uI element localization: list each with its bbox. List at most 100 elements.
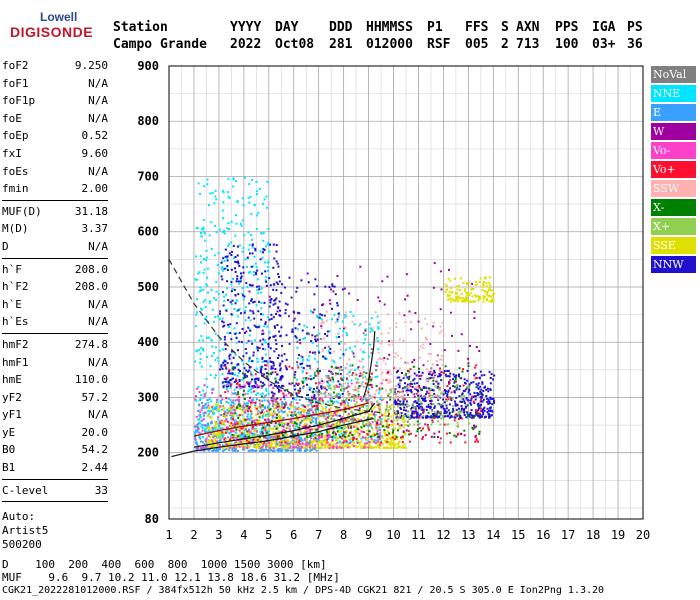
echo-point-1 bbox=[250, 391, 253, 394]
echo-point-11 bbox=[420, 374, 423, 377]
echo-point-0 bbox=[290, 401, 293, 403]
echo-point-5 bbox=[454, 402, 457, 405]
echo-point-1 bbox=[252, 399, 255, 401]
echo-point-6 bbox=[220, 405, 223, 408]
echo-point-2 bbox=[379, 396, 382, 399]
echo-point-7 bbox=[492, 294, 495, 297]
echo-point-12 bbox=[342, 325, 345, 328]
echo-point-6 bbox=[276, 421, 279, 424]
echo-point-6 bbox=[233, 443, 236, 446]
echo-point-3 bbox=[245, 282, 248, 285]
echo-point-2 bbox=[314, 390, 317, 393]
echo-point-11 bbox=[451, 334, 453, 337]
echo-point-1 bbox=[258, 371, 261, 374]
echo-point-1 bbox=[217, 418, 220, 421]
echo-point-3 bbox=[234, 256, 237, 258]
echo-point-1 bbox=[202, 427, 205, 430]
echo-point-0 bbox=[198, 403, 201, 406]
echo-point-12 bbox=[321, 382, 324, 385]
echo-point-1 bbox=[248, 201, 251, 204]
echo-point-6 bbox=[254, 434, 257, 437]
echo-point-1 bbox=[256, 289, 259, 292]
echo-point-1 bbox=[226, 331, 229, 334]
echo-point-9 bbox=[335, 372, 337, 375]
echo-point-13 bbox=[465, 403, 467, 406]
echo-point-6 bbox=[288, 418, 291, 421]
echo-point-10 bbox=[395, 436, 398, 438]
echo-point-1 bbox=[256, 357, 259, 360]
echo-point-9 bbox=[336, 366, 339, 369]
echo-point-2 bbox=[336, 320, 339, 323]
echo-point-10 bbox=[407, 377, 410, 380]
echo-point-8 bbox=[375, 426, 378, 429]
echo-point-13 bbox=[366, 378, 369, 381]
echo-point-6 bbox=[262, 413, 265, 416]
echo-point-5 bbox=[455, 388, 458, 391]
echo-point-12 bbox=[385, 389, 387, 392]
echo-point-5 bbox=[447, 390, 450, 393]
echo-point-6 bbox=[220, 423, 223, 426]
echo-point-0 bbox=[262, 448, 265, 451]
echo-point-1 bbox=[226, 387, 229, 390]
echo-point-11 bbox=[439, 270, 442, 273]
echo-point-5 bbox=[430, 399, 433, 402]
echo-point-9 bbox=[284, 365, 287, 368]
echo-point-10 bbox=[251, 421, 254, 424]
param-row: hmE 110.0 bbox=[2, 371, 108, 389]
echo-point-2 bbox=[339, 357, 342, 360]
echo-point-6 bbox=[296, 445, 299, 448]
echo-point-4 bbox=[306, 332, 309, 335]
echo-point-9 bbox=[224, 391, 227, 394]
echo-point-6 bbox=[328, 421, 331, 424]
echo-point-6 bbox=[322, 444, 325, 447]
echo-point-12 bbox=[438, 397, 440, 400]
echo-point-7 bbox=[467, 281, 470, 284]
echo-point-0 bbox=[286, 406, 289, 409]
echo-point-8 bbox=[240, 420, 243, 423]
echo-point-6 bbox=[343, 403, 346, 406]
echo-point-6 bbox=[345, 444, 348, 447]
echo-point-8 bbox=[367, 399, 370, 402]
echo-point-8 bbox=[324, 417, 327, 420]
echo-point-2 bbox=[364, 397, 367, 400]
echo-point-4 bbox=[296, 286, 299, 289]
echo-point-10 bbox=[275, 427, 278, 430]
header-label-2: DAY bbox=[275, 20, 299, 35]
echo-point-9 bbox=[219, 394, 222, 397]
echo-point-12 bbox=[387, 332, 390, 335]
echo-point-1 bbox=[249, 271, 252, 273]
echo-point-2 bbox=[346, 334, 348, 337]
echo-point-1 bbox=[195, 349, 198, 352]
echo-point-12 bbox=[397, 354, 399, 357]
echo-point-6 bbox=[231, 443, 234, 446]
echo-point-1 bbox=[240, 435, 243, 438]
echo-point-6 bbox=[350, 430, 353, 433]
echo-point-10 bbox=[435, 413, 438, 416]
echo-point-5 bbox=[413, 411, 415, 414]
echo-point-6 bbox=[301, 408, 304, 411]
echo-point-7 bbox=[475, 283, 478, 286]
echo-point-0 bbox=[247, 417, 250, 420]
param-row: yE 20.0 bbox=[2, 424, 108, 442]
echo-point-1 bbox=[207, 291, 209, 294]
echo-point-12 bbox=[426, 338, 428, 341]
echo-point-3 bbox=[225, 309, 228, 312]
echo-point-12 bbox=[396, 396, 399, 399]
echo-point-12 bbox=[381, 371, 384, 374]
echo-point-2 bbox=[307, 397, 310, 400]
echo-point-0 bbox=[297, 447, 300, 450]
echo-point-4 bbox=[275, 281, 278, 284]
echo-point-1 bbox=[223, 232, 226, 235]
echo-point-12 bbox=[406, 361, 409, 364]
echo-point-8 bbox=[251, 427, 254, 430]
echo-point-0 bbox=[232, 408, 235, 411]
echo-point-6 bbox=[381, 436, 384, 439]
echo-point-9 bbox=[480, 399, 482, 401]
echo-point-6 bbox=[285, 445, 288, 447]
echo-point-5 bbox=[431, 374, 433, 377]
echo-point-6 bbox=[360, 444, 363, 447]
echo-point-12 bbox=[360, 384, 363, 387]
echo-point-8 bbox=[211, 439, 214, 442]
echo-point-6 bbox=[224, 438, 227, 441]
echo-point-2 bbox=[362, 350, 364, 353]
